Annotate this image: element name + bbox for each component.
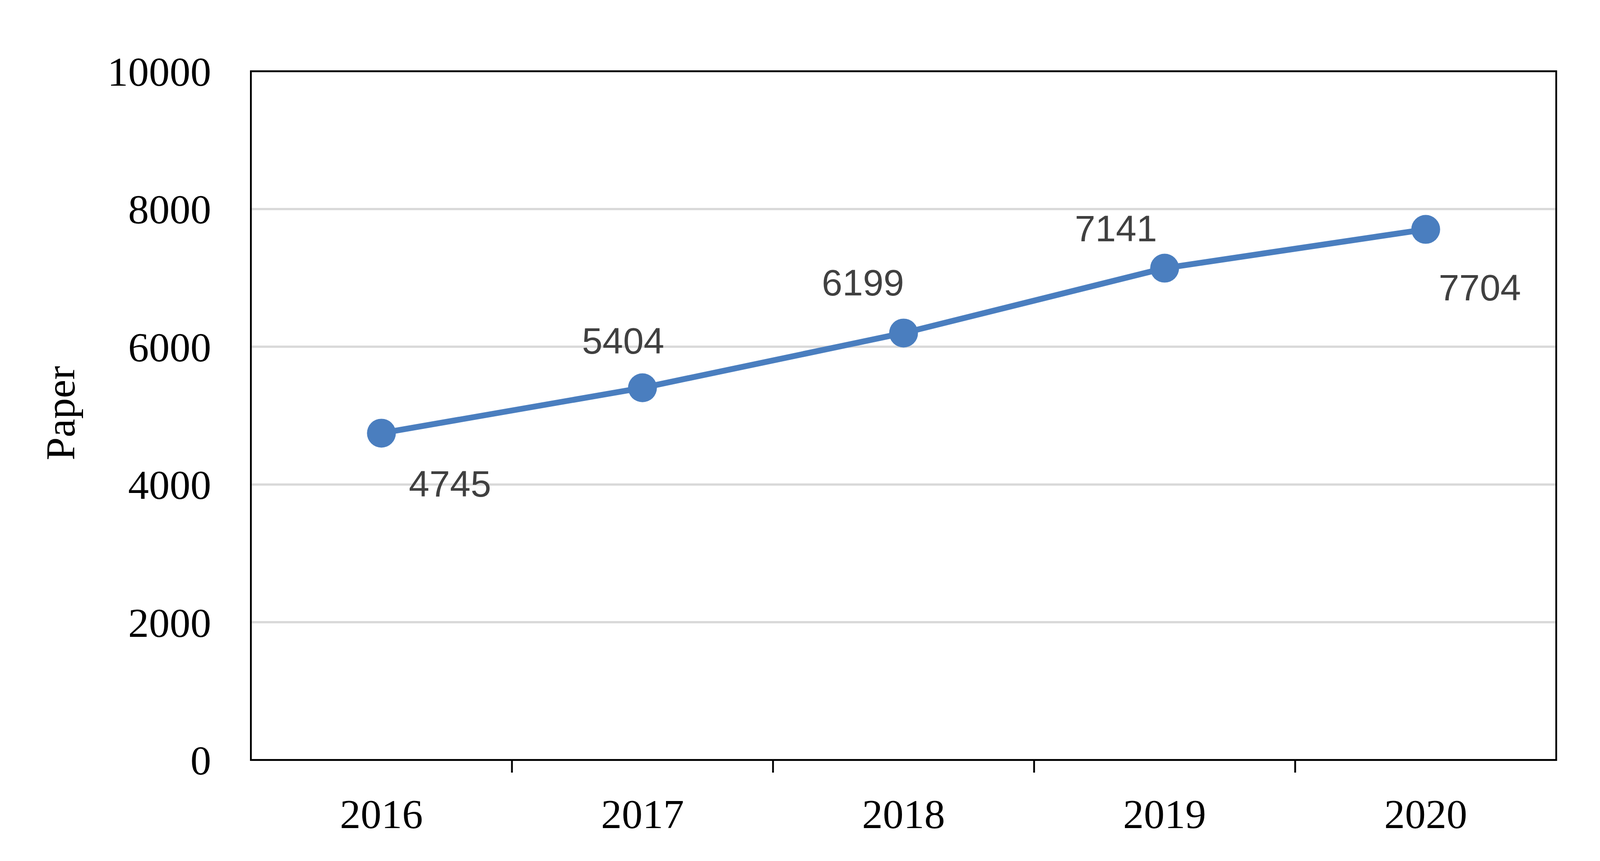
x-tick-label: 2019 — [1123, 791, 1207, 838]
data-point — [1411, 215, 1441, 245]
plot-area — [366, 215, 1440, 449]
x-tick — [772, 760, 774, 773]
x-tick — [1294, 760, 1296, 773]
y-tick-label: 2000 — [128, 600, 212, 647]
y-tick-label: 6000 — [128, 324, 212, 371]
data-point — [366, 418, 396, 448]
data-label: 7704 — [1438, 267, 1521, 309]
x-tick-label: 2018 — [862, 791, 946, 838]
data-line — [381, 229, 1426, 434]
grid-line — [250, 621, 1557, 624]
y-tick-label: 4000 — [128, 462, 212, 509]
data-point — [1150, 254, 1180, 283]
x-tick — [1033, 760, 1036, 773]
x-tick-label: 2020 — [1384, 791, 1468, 838]
x-tick-label: 2016 — [339, 791, 423, 838]
data-point — [628, 373, 657, 403]
data-label: 4745 — [408, 463, 491, 505]
background — [0, 0, 1600, 861]
plot-frame — [250, 71, 1557, 761]
x-tick-label: 2017 — [601, 791, 685, 838]
data-label: 5404 — [582, 320, 665, 362]
grid-line — [250, 208, 1557, 211]
y-tick-label: 0 — [190, 737, 212, 784]
chart: 0 2000 4000 6000 8000 10000 2016 2017 2018 2019 20… — [0, 0, 1600, 861]
y-tick-label: 8000 — [128, 186, 212, 233]
data-point — [889, 318, 919, 348]
y-axis-label: Paper — [37, 365, 84, 461]
x-tick — [511, 760, 514, 773]
y-tick-label: 10000 — [107, 48, 212, 95]
data-label: 7141 — [1074, 208, 1157, 250]
data-label: 6199 — [821, 262, 904, 304]
